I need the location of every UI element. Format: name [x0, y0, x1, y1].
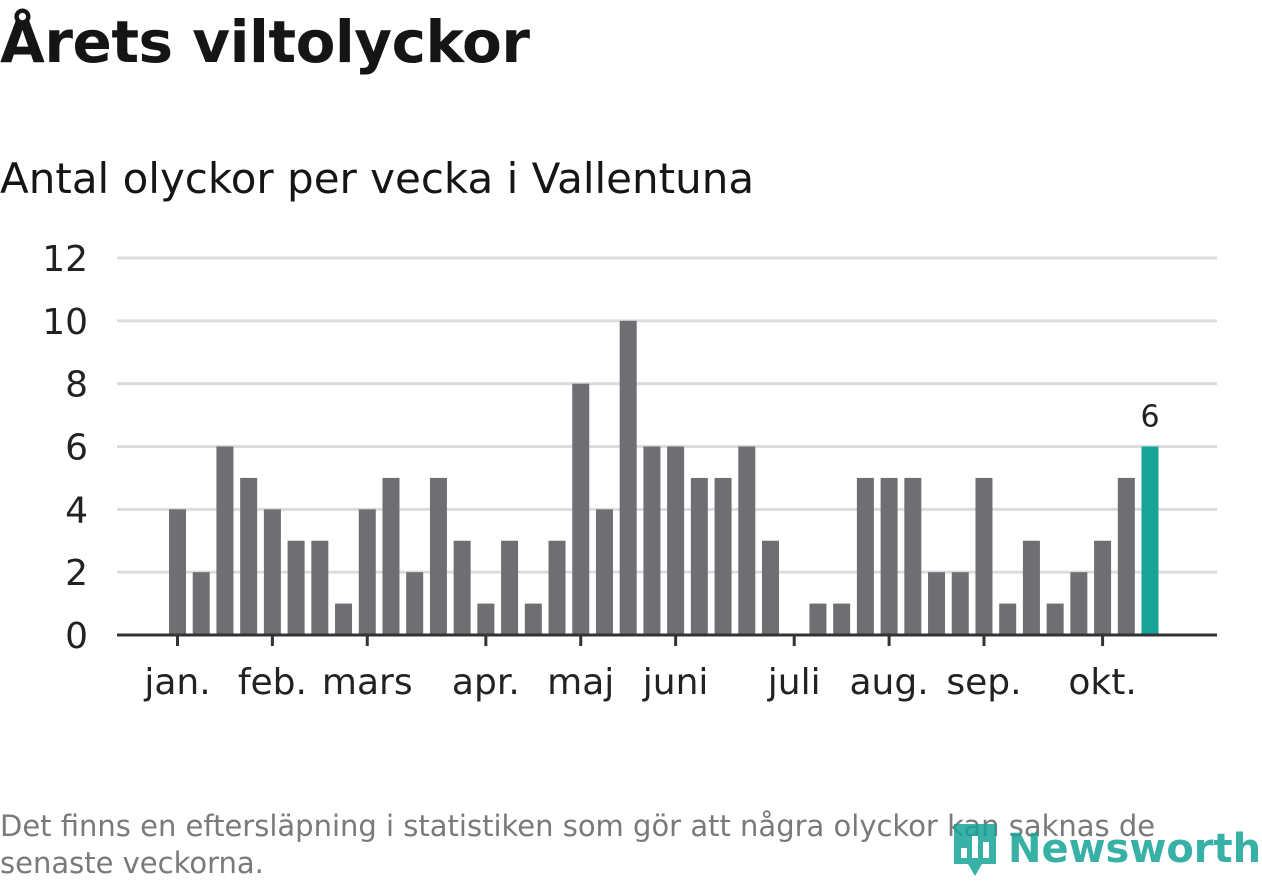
bar [169, 509, 186, 635]
x-tick-label: maj [547, 662, 614, 703]
y-tick-label: 6 [65, 428, 88, 469]
chart-subtitle: Antal olyckor per vecka i Vallentuna [0, 154, 755, 203]
bar [548, 540, 566, 635]
bar [429, 477, 447, 635]
bar [263, 509, 281, 635]
bar [501, 540, 519, 635]
brand-name: Newsworthy [1008, 826, 1262, 872]
bar [714, 477, 732, 635]
data-label: 6 [1140, 400, 1159, 435]
y-tick-label: 8 [65, 365, 88, 406]
bar [240, 477, 258, 635]
bar [880, 477, 898, 635]
y-tick-label: 0 [65, 616, 88, 657]
bar [999, 603, 1017, 635]
x-tick-label: okt. [1068, 662, 1136, 703]
x-axis-ticks: jan. feb. mars apr. maj juni juli aug. sep. okt. [143, 635, 1137, 703]
x-tick-label: apr. [452, 662, 520, 703]
bar [643, 446, 661, 635]
chart-title: Årets viltolyckor [0, 8, 530, 76]
y-tick-label: 4 [65, 490, 88, 531]
bar [762, 540, 779, 635]
bar [1141, 446, 1159, 635]
bar [287, 540, 305, 635]
bar [572, 383, 590, 635]
y-axis-ticks: 0 2 4 6 8 10 12 [42, 239, 88, 657]
bar [358, 509, 376, 635]
bar [524, 603, 542, 635]
bar [595, 509, 613, 635]
x-tick-label: sep. [946, 662, 1021, 703]
bar [216, 446, 234, 635]
bar [951, 572, 969, 635]
bar-chart-pin-icon [954, 824, 996, 876]
bar [904, 477, 922, 635]
bars [169, 320, 1159, 635]
y-tick-label: 12 [42, 239, 88, 280]
bar [382, 477, 400, 635]
bar [335, 603, 353, 635]
bar [1094, 540, 1112, 635]
bar [690, 477, 708, 635]
bar [619, 320, 637, 635]
x-tick-label: juli [767, 662, 821, 703]
bar [453, 540, 471, 635]
y-tick-label: 10 [42, 302, 88, 343]
bar [928, 572, 946, 635]
bar [406, 572, 424, 635]
bar [1022, 540, 1040, 635]
bar [667, 446, 685, 635]
bar [833, 603, 851, 635]
bar [809, 603, 827, 635]
bar [477, 603, 495, 635]
brand-logo: Newsworthy [950, 820, 1262, 878]
bar [192, 572, 210, 635]
bar [311, 540, 329, 635]
x-tick-label: mars [322, 662, 413, 703]
bar [1070, 572, 1088, 635]
bar [738, 446, 756, 635]
bar [856, 477, 874, 635]
y-tick-label: 2 [65, 553, 88, 594]
x-tick-label: feb. [238, 662, 307, 703]
x-tick-label: jan. [143, 662, 210, 703]
bar [1046, 603, 1064, 635]
bar-chart: 0 2 4 6 8 10 12 jan. feb. mars apr. maj juni juli aug… [42, 239, 1217, 703]
x-tick-label: juni [642, 662, 709, 703]
gridlines [117, 256, 1217, 574]
bar [975, 477, 993, 635]
data-labels: 6 [1140, 400, 1159, 435]
x-tick-label: aug. [850, 662, 929, 703]
bar [1117, 477, 1135, 635]
